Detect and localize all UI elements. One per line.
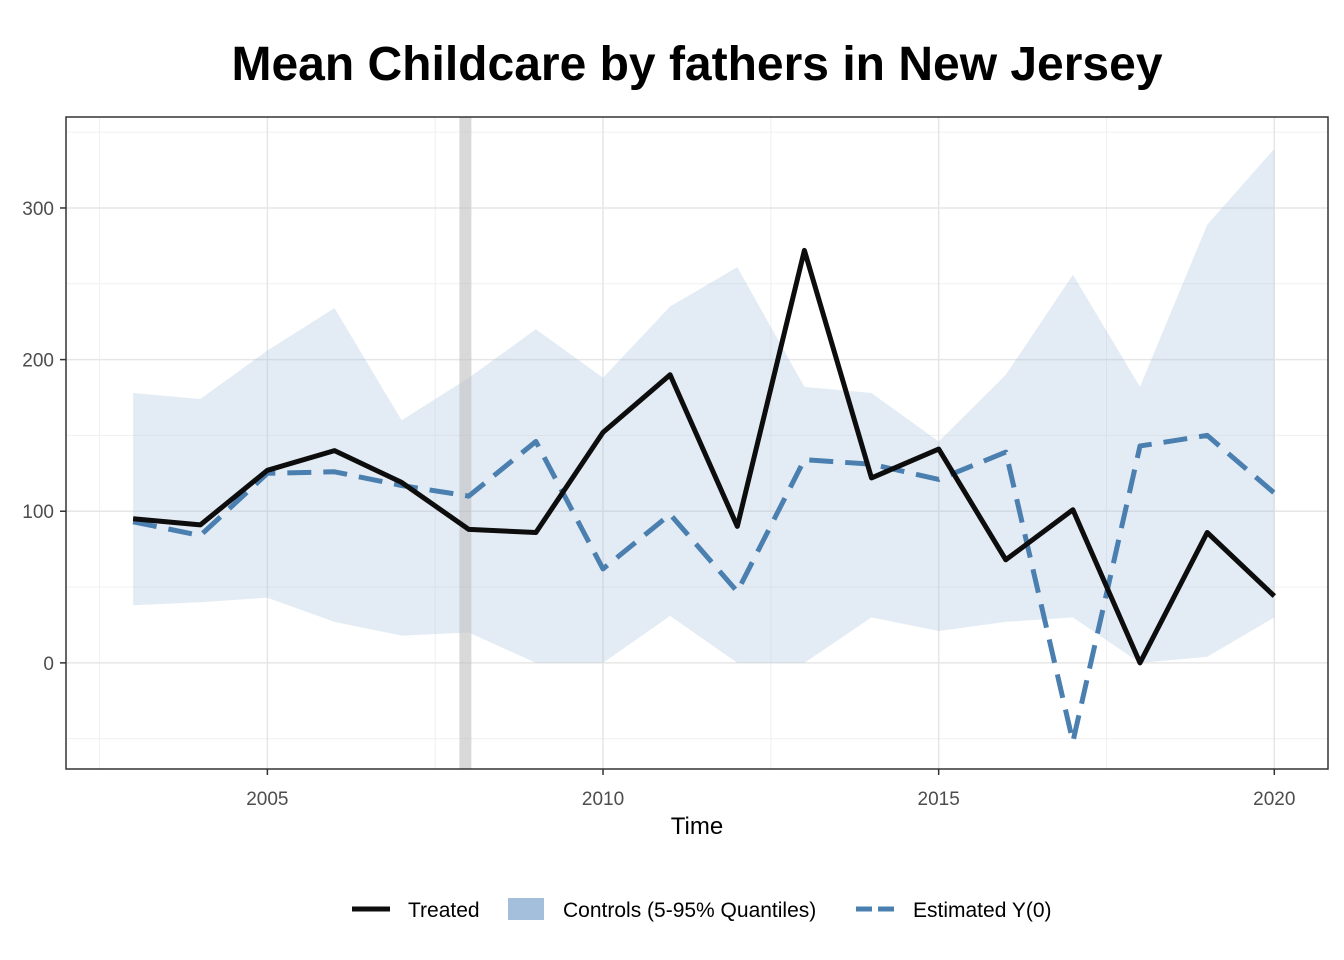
x-axis-title: Time xyxy=(671,813,723,840)
x-tick-label: 2010 xyxy=(582,789,624,810)
y-axis: 0 100 200 300 xyxy=(22,199,66,675)
controls-band xyxy=(133,148,1275,663)
legend-item: Treated xyxy=(352,899,480,922)
x-tick-label: 2015 xyxy=(918,789,960,810)
y-tick-label: 100 xyxy=(22,502,54,523)
y-tick-label: 200 xyxy=(22,351,54,372)
grid-major xyxy=(66,117,1328,769)
y-tick-label: 0 xyxy=(43,654,54,675)
legend-label: Controls (5-95% Quantiles) xyxy=(563,899,816,922)
x-axis: 2005 2010 2015 2020 xyxy=(246,769,1295,810)
plot-panel xyxy=(65,116,1329,770)
y-tick-label: 300 xyxy=(22,199,54,220)
control-band-layer xyxy=(133,148,1275,663)
legend-label: Treated xyxy=(408,899,480,922)
legend: Treated Controls (5-95% Quantiles) Estimat… xyxy=(352,898,1052,922)
estimated-line-layer xyxy=(132,432,1276,745)
treated-line xyxy=(132,247,1277,666)
estimated-y0-line xyxy=(132,432,1276,745)
legend-item: Controls (5-95% Quantiles) xyxy=(508,898,816,922)
x-tick-label: 2020 xyxy=(1253,789,1295,810)
chart-title: Mean Childcare by fathers in New Jersey xyxy=(231,38,1162,91)
treated-line-layer xyxy=(132,247,1277,666)
legend-label: Estimated Y(0) xyxy=(913,899,1052,922)
plot-border xyxy=(65,116,1329,770)
legend-key-band xyxy=(508,898,544,920)
legend-item: Estimated Y(0) xyxy=(856,899,1052,922)
x-tick-label: 2005 xyxy=(246,789,288,810)
